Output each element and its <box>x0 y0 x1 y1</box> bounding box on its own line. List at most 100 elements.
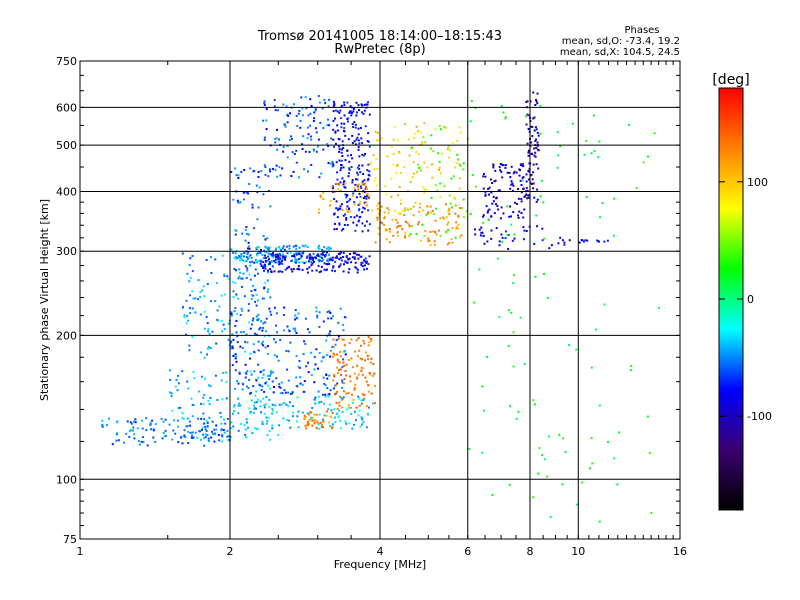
data-point <box>309 256 312 259</box>
data-point <box>208 440 210 442</box>
data-point <box>273 306 276 309</box>
data-point <box>585 196 588 199</box>
data-point <box>318 260 321 263</box>
data-point <box>247 247 249 250</box>
data-point <box>495 227 498 230</box>
data-point <box>537 472 540 475</box>
data-point <box>590 152 593 155</box>
data-point <box>285 350 288 352</box>
data-point <box>482 215 485 218</box>
data-point <box>339 181 342 184</box>
data-point <box>252 411 255 414</box>
data-point <box>375 189 378 192</box>
data-point <box>239 255 241 258</box>
data-point <box>315 310 318 313</box>
data-point <box>296 396 299 399</box>
data-point <box>183 314 186 316</box>
data-point <box>317 211 320 214</box>
data-point <box>358 397 361 400</box>
data-point <box>297 258 300 261</box>
data-point <box>517 188 519 190</box>
data-point <box>254 289 257 292</box>
data-point <box>348 422 351 425</box>
data-point <box>215 342 218 345</box>
data-point <box>354 410 356 413</box>
data-point <box>339 263 342 266</box>
data-point <box>302 390 305 393</box>
data-point <box>172 429 175 432</box>
data-point <box>356 166 359 169</box>
data-point <box>362 340 365 342</box>
data-point <box>396 231 399 234</box>
data-point <box>523 362 526 365</box>
data-point <box>404 123 407 126</box>
data-point <box>150 428 153 431</box>
data-point <box>152 428 155 431</box>
data-point <box>341 410 344 413</box>
data-point <box>399 171 402 174</box>
data-point <box>445 203 448 206</box>
data-point <box>257 170 260 173</box>
data-point <box>339 189 342 192</box>
data-point <box>245 277 248 279</box>
data-point <box>340 373 343 376</box>
data-point <box>326 259 329 262</box>
data-point <box>331 165 334 168</box>
data-point <box>288 244 291 247</box>
data-point <box>355 196 358 199</box>
data-point <box>116 421 119 424</box>
y-tick-label: 400 <box>56 185 77 198</box>
data-point <box>361 104 364 107</box>
data-point <box>221 254 224 257</box>
data-point <box>334 416 336 419</box>
data-point <box>256 261 259 264</box>
data-point <box>264 254 266 257</box>
data-point <box>200 402 202 405</box>
data-point <box>330 409 333 412</box>
data-point <box>450 238 453 241</box>
data-point <box>339 427 342 430</box>
data-point <box>332 265 335 268</box>
data-point <box>318 427 321 430</box>
data-point <box>528 178 530 181</box>
data-point <box>296 317 299 320</box>
data-point <box>164 418 167 421</box>
data-point <box>252 343 255 346</box>
data-point <box>182 417 185 420</box>
data-point <box>345 196 348 199</box>
data-point <box>299 253 302 256</box>
data-point <box>392 138 395 141</box>
data-point <box>446 148 449 151</box>
data-point <box>186 425 189 428</box>
data-point <box>162 432 165 434</box>
data-point <box>490 178 492 181</box>
data-point <box>303 380 306 383</box>
data-point <box>409 207 412 210</box>
data-point <box>414 132 417 135</box>
data-point <box>320 172 323 175</box>
data-point <box>521 164 524 167</box>
data-point <box>356 136 359 139</box>
data-point <box>279 392 282 395</box>
data-point <box>253 227 255 230</box>
data-point <box>520 191 523 194</box>
data-point <box>457 223 460 226</box>
data-point <box>297 264 300 267</box>
data-point <box>132 426 135 429</box>
data-point <box>307 422 310 425</box>
data-point <box>233 310 236 312</box>
data-point <box>317 421 320 424</box>
data-point <box>486 240 489 243</box>
data-point <box>534 104 537 106</box>
data-point <box>353 257 356 260</box>
data-point <box>350 154 352 157</box>
data-point <box>356 376 359 379</box>
colorbar-tick-label: 0 <box>747 293 754 306</box>
data-point <box>502 111 505 114</box>
data-point <box>535 200 538 203</box>
data-point <box>214 300 217 302</box>
data-point <box>142 441 145 443</box>
data-point <box>192 371 195 373</box>
data-point <box>217 434 220 436</box>
data-point <box>404 207 407 210</box>
